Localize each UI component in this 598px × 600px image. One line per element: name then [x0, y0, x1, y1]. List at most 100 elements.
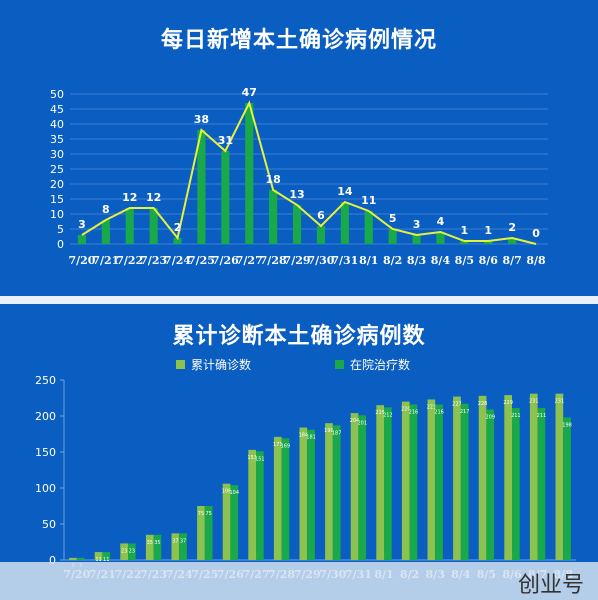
cumulative-data-label: 190: [324, 428, 334, 434]
daily-data-label: 2: [174, 221, 182, 234]
x-tick-label: 8/5: [455, 254, 474, 267]
hospital-data-label: 217: [460, 409, 470, 415]
y-tick-label: 15: [50, 193, 64, 206]
daily-bar: [388, 229, 397, 244]
cumulative-bar: [222, 483, 231, 560]
x-tick-label: 7/31: [331, 254, 358, 267]
hospital-data-label: 198: [562, 422, 572, 428]
x-tick-label: 8/3: [407, 254, 426, 267]
hospital-data-label: 211: [537, 413, 547, 419]
cumulative-data-label: 153: [247, 455, 257, 461]
daily-data-label: 31: [218, 134, 233, 147]
cumulative-data-label: 171: [273, 442, 283, 448]
x-tick-label: 8/6: [479, 254, 499, 267]
hospital-bar: [486, 409, 495, 560]
cumulative-bar: [171, 533, 180, 560]
daily-bar: [125, 208, 134, 244]
cumulative-bar: [94, 552, 103, 560]
x-tick-label: 7/21: [92, 254, 119, 267]
cumulative-chart-title: 累计诊断本土确诊病例数: [172, 324, 426, 349]
y-tick-label: 20: [50, 178, 64, 191]
x-tick-label: 7/20: [68, 254, 95, 267]
daily-data-label: 5: [389, 212, 397, 225]
cumulative-data-label: 23: [121, 548, 127, 554]
daily-data-label: 6: [317, 209, 325, 222]
cumulative-bar: [350, 413, 359, 560]
cumulative-data-label: 204: [350, 418, 360, 424]
y-tick-label: 5: [57, 223, 64, 236]
hospital-bar: [281, 438, 290, 560]
cumulative-data-label: 228: [478, 401, 488, 407]
daily-data-label: 1: [484, 224, 492, 237]
y-tick-label: 250: [35, 374, 56, 387]
daily-data-label: 8: [102, 203, 110, 216]
x-tick-label: 7/23: [140, 254, 167, 267]
hospital-bar: [435, 404, 443, 560]
x-tick-label: 7/26: [212, 254, 239, 267]
daily-bar: [412, 235, 421, 244]
hospital-data-label: 151: [255, 456, 265, 462]
hospital-data-label: 104: [229, 490, 239, 496]
y-tick-label: 35: [50, 133, 64, 146]
cumulative-bar: [427, 399, 436, 560]
daily-data-label: 3: [78, 218, 86, 231]
cumulative-bar: [120, 543, 128, 560]
hospital-data-label: 201: [357, 420, 367, 426]
cumulative-bar: [555, 393, 564, 560]
cumulative-cases-chart: 0501001502002503112335377510615317118419…: [35, 374, 576, 581]
daily-data-label: 4: [437, 215, 445, 228]
cumulative-bar: [529, 393, 538, 560]
hospital-bar: [230, 485, 239, 560]
daily-bar: [269, 190, 278, 244]
watermark-text: 创业号: [517, 573, 584, 598]
hospital-data-label: 187: [332, 430, 342, 436]
hospital-bar: [537, 408, 546, 560]
cumulative-bar: [273, 436, 282, 560]
hospital-data-label: 35: [154, 540, 160, 546]
hospital-data-label: 23: [129, 548, 135, 554]
y-tick-label: 50: [50, 88, 64, 101]
cumulative-data-label: 220: [401, 407, 411, 413]
hospital-bar: [256, 451, 264, 560]
cumulative-data-label: 223: [427, 404, 437, 410]
hospital-data-label: 181: [306, 435, 316, 441]
cumulative-data-label: 231: [555, 399, 565, 405]
legend-item-hospital: 在院治疗数: [335, 356, 410, 373]
daily-chart-title: 每日新增本土确诊病例情况: [160, 28, 437, 53]
x-tick-label: 8/7: [502, 254, 521, 267]
daily-bar: [197, 130, 206, 244]
daily-data-label: 14: [337, 185, 353, 198]
daily-data-label: 13: [289, 188, 304, 201]
daily-bar: [292, 205, 302, 244]
daily-bar: [245, 103, 254, 244]
daily-data-label: 47: [242, 86, 257, 99]
y-tick-label: 45: [50, 103, 64, 116]
hospital-bar: [179, 533, 187, 560]
x-tick-label: 7/22: [116, 254, 143, 267]
cumulative-cases-panel: 累计诊断本土确诊病例数 累计确诊数 在院治疗数 0 50 100 150 200 250 3…: [0, 304, 598, 600]
hospital-data-label: 211: [511, 413, 521, 419]
daily-data-label: 3: [413, 218, 421, 231]
x-tick-label: 7/27: [236, 254, 263, 267]
hospital-bar: [76, 557, 85, 560]
daily-bar: [77, 235, 87, 244]
y-tick-label: 150: [35, 446, 56, 459]
hospital-bar: [358, 415, 367, 560]
daily-bar: [101, 220, 110, 244]
hospital-bar: [128, 543, 136, 560]
cumulative-bar: [145, 534, 154, 560]
hospital-data-label: 37: [180, 538, 186, 544]
legend-swatch-hospital: [335, 360, 344, 369]
daily-bar: [340, 202, 349, 244]
legend-label-cumulative: 累计确诊数: [191, 358, 252, 372]
hospital-bar: [409, 404, 418, 560]
cumulative-bar: [401, 401, 410, 560]
daily-data-label: 1: [461, 224, 469, 237]
cumulative-bar: [376, 405, 384, 560]
daily-data-label: 38: [194, 113, 209, 126]
y-tick-label: 50: [42, 518, 56, 531]
cumulative-data-label: 35: [147, 540, 153, 546]
x-tick-label: 8/4: [431, 254, 451, 267]
daily-bar: [364, 211, 373, 244]
